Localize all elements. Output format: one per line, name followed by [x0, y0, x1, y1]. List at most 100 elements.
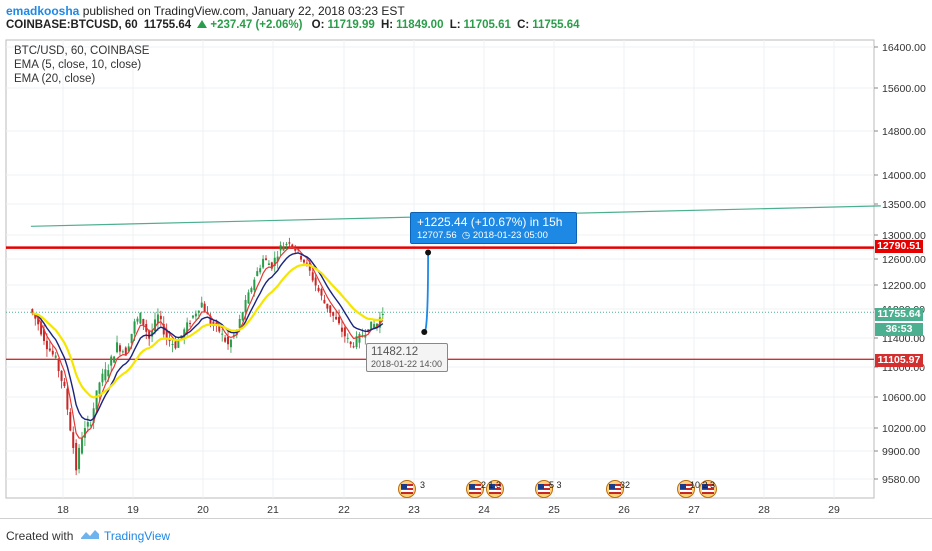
candle-body — [191, 315, 194, 318]
time-tick-label: 26 — [618, 504, 630, 516]
candle-body — [78, 447, 81, 470]
price-tick-label: 14000.00 — [882, 170, 926, 182]
candle-body — [83, 428, 86, 438]
candle-body — [43, 329, 46, 341]
price-axis: 9580.009900.0010200.0010600.0011000.0011… — [874, 42, 926, 486]
projection-gain: +1225.44 (+10.67%) in 15h — [417, 215, 563, 229]
candle-body — [177, 340, 180, 348]
legend-ema-slow[interactable]: EMA (20, close) — [14, 73, 96, 85]
candle-body — [349, 341, 352, 345]
candle-body — [48, 348, 51, 351]
candle-body — [162, 324, 165, 335]
economic-event-4[interactable]: 32 — [606, 480, 636, 498]
ema-5-line — [31, 246, 384, 439]
price-tick-label: 14800.00 — [882, 126, 926, 138]
candle-body — [154, 319, 157, 332]
candle-body — [256, 271, 259, 277]
legend-ema-fast[interactable]: EMA (5, close, 10, close) — [14, 59, 142, 71]
symbol-label: COINBASE:BTCUSD, 60 — [6, 19, 138, 31]
candle-body — [189, 323, 192, 325]
high-label: H: — [381, 19, 394, 31]
economic-event-5[interactable]: 10 2 3 — [677, 480, 721, 498]
candle-body — [314, 277, 317, 286]
candle-body — [104, 369, 107, 381]
time-tick-label: 25 — [548, 504, 560, 516]
indicator-legend: BTC/USD, 60, COINBASE EMA (5, close, 10,… — [14, 44, 149, 86]
legend-title[interactable]: BTC/USD, 60, COINBASE — [14, 45, 150, 57]
author-link[interactable]: emadkoosha — [6, 4, 80, 18]
us-flag-icon — [466, 480, 484, 498]
candle-body — [335, 316, 338, 320]
time-tick-label: 22 — [338, 504, 350, 516]
candle-body — [203, 303, 206, 312]
candle-body — [215, 322, 218, 325]
candle-body — [218, 325, 221, 332]
candle-body — [156, 314, 159, 324]
economic-event-1[interactable]: 3 — [398, 480, 428, 498]
candle-body — [288, 242, 291, 244]
candle-body — [133, 321, 136, 334]
candle-body — [40, 322, 43, 335]
candle-body — [148, 330, 151, 339]
candle-body — [329, 305, 332, 313]
candle-body — [60, 370, 63, 381]
ema-20-line — [32, 263, 383, 399]
candle-body — [352, 346, 355, 348]
price-tick-label: 15600.00 — [882, 83, 926, 95]
candle-body — [262, 258, 265, 268]
candle-body — [300, 256, 303, 260]
economic-event-2[interactable]: 2 1 3 — [466, 480, 516, 498]
candle-body — [340, 327, 343, 332]
candle-body — [121, 351, 124, 353]
candle-body — [323, 299, 326, 304]
current-price-label: 11755.64 — [875, 308, 923, 321]
candle-body — [264, 258, 267, 260]
candle-body — [305, 262, 308, 264]
candle-body — [375, 323, 378, 327]
us-flag-icon — [699, 480, 717, 498]
candle-body — [259, 268, 262, 273]
candle-body — [302, 259, 305, 263]
candle-body — [221, 333, 224, 335]
candle-body — [54, 355, 57, 358]
candle-body — [116, 342, 119, 353]
time-tick-label: 18 — [57, 504, 69, 516]
candle-body — [95, 390, 98, 410]
time-axis: 18 19 20 21 22 23 24 25 26 27 28 29 — [57, 504, 840, 516]
candle-body — [367, 329, 370, 332]
created-with-label: Created with — [6, 529, 74, 543]
tradingview-link[interactable]: TradingView — [104, 529, 171, 543]
plot-frame — [5, 39, 875, 499]
candle-body — [238, 318, 241, 328]
candle-body — [370, 321, 373, 329]
price-tick-label: 13500.00 — [882, 199, 926, 211]
candle-body — [124, 347, 127, 356]
tradingview-logo-icon — [81, 530, 99, 539]
candle-body — [355, 336, 358, 348]
price-chart[interactable]: 9580.009900.0010200.0010600.0011000.0011… — [0, 0, 932, 518]
projection-end-point — [425, 249, 432, 256]
candle-body — [127, 346, 130, 352]
candle-body — [285, 243, 288, 245]
ema-layer — [31, 246, 384, 439]
time-tick-label: 20 — [197, 504, 209, 516]
candle-body — [320, 288, 323, 296]
candle-body — [232, 334, 235, 337]
candle-body — [34, 314, 37, 319]
candle-body — [37, 317, 40, 325]
candle-body — [186, 322, 189, 333]
candles-layer — [31, 237, 384, 476]
candle-body — [101, 373, 104, 383]
candle-body — [194, 313, 197, 317]
projection-callout[interactable]: +1225.44 (+10.67%) in 15h 12707.56 ◷ 201… — [410, 212, 577, 244]
candle-body — [244, 299, 247, 313]
candle-body — [294, 248, 297, 251]
open-value: 11719.99 — [327, 19, 375, 31]
economic-event-3[interactable]: 5 3 — [535, 480, 575, 498]
candle-body — [282, 246, 285, 251]
price-tick-label: 13000.00 — [882, 230, 926, 242]
candle-body — [136, 318, 139, 322]
publish-line: emadkoosha published on TradingView.com,… — [6, 4, 405, 18]
candle-body — [373, 324, 376, 329]
candle-body — [332, 311, 335, 316]
